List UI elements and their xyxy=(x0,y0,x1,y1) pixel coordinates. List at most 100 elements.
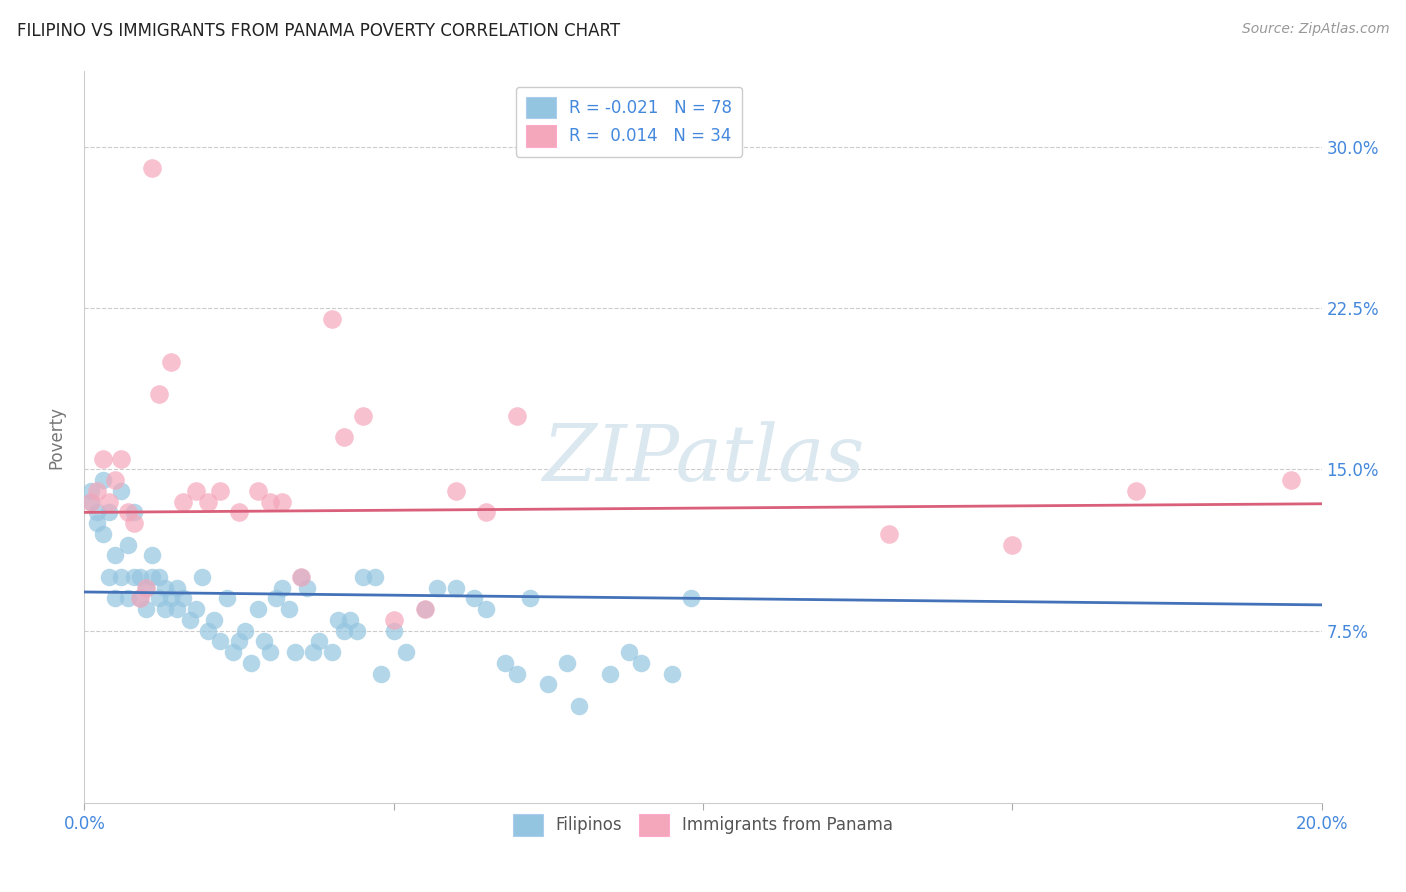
Point xyxy=(160,355,183,369)
Point xyxy=(160,591,183,606)
Point xyxy=(233,624,256,638)
Point xyxy=(91,473,114,487)
Point xyxy=(413,602,436,616)
Point xyxy=(240,656,263,670)
Y-axis label: Poverty: Poverty xyxy=(48,406,66,468)
Point xyxy=(86,516,108,530)
Point xyxy=(290,570,312,584)
Point xyxy=(98,494,121,508)
Point xyxy=(166,602,188,616)
Point xyxy=(339,613,361,627)
Point xyxy=(426,581,449,595)
Point xyxy=(197,624,219,638)
Point xyxy=(333,624,356,638)
Point xyxy=(148,387,170,401)
Point xyxy=(382,613,405,627)
Point xyxy=(475,505,498,519)
Point xyxy=(463,591,485,606)
Point xyxy=(117,505,139,519)
Point xyxy=(617,645,640,659)
Point xyxy=(117,591,139,606)
Point xyxy=(91,451,114,466)
Point xyxy=(148,570,170,584)
Point xyxy=(599,666,621,681)
Point xyxy=(679,591,702,606)
Point xyxy=(370,666,392,681)
Point xyxy=(413,602,436,616)
Point xyxy=(135,581,157,595)
Point xyxy=(122,516,145,530)
Point xyxy=(295,581,318,595)
Point xyxy=(148,591,170,606)
Point xyxy=(321,645,343,659)
Point xyxy=(1125,483,1147,498)
Point xyxy=(135,602,157,616)
Point xyxy=(290,570,312,584)
Point xyxy=(506,409,529,423)
Point xyxy=(86,483,108,498)
Point xyxy=(284,645,307,659)
Point xyxy=(122,505,145,519)
Point xyxy=(555,656,578,670)
Point xyxy=(166,581,188,595)
Point xyxy=(568,698,591,713)
Legend: Filipinos, Immigrants from Panama: Filipinos, Immigrants from Panama xyxy=(502,805,904,846)
Point xyxy=(246,483,269,498)
Point xyxy=(122,570,145,584)
Point xyxy=(271,494,294,508)
Point xyxy=(259,645,281,659)
Point xyxy=(1001,538,1024,552)
Point xyxy=(153,602,176,616)
Point xyxy=(333,430,356,444)
Point xyxy=(141,570,163,584)
Point xyxy=(326,613,349,627)
Point xyxy=(202,613,225,627)
Point xyxy=(86,505,108,519)
Point xyxy=(1279,473,1302,487)
Point xyxy=(302,645,325,659)
Point xyxy=(277,602,299,616)
Point xyxy=(141,549,163,563)
Point xyxy=(661,666,683,681)
Point xyxy=(537,677,560,691)
Point xyxy=(253,634,276,648)
Point xyxy=(519,591,541,606)
Point xyxy=(135,581,157,595)
Point xyxy=(630,656,652,670)
Point xyxy=(129,591,152,606)
Point xyxy=(382,624,405,638)
Point xyxy=(222,645,245,659)
Point xyxy=(506,666,529,681)
Point xyxy=(209,634,232,648)
Point xyxy=(110,570,132,584)
Point xyxy=(228,505,250,519)
Point xyxy=(104,549,127,563)
Point xyxy=(129,591,152,606)
Point xyxy=(494,656,516,670)
Point xyxy=(444,581,467,595)
Point xyxy=(444,483,467,498)
Point xyxy=(172,591,194,606)
Point xyxy=(346,624,368,638)
Point xyxy=(98,505,121,519)
Point xyxy=(395,645,418,659)
Point xyxy=(179,613,201,627)
Point xyxy=(110,483,132,498)
Point xyxy=(264,591,287,606)
Point xyxy=(117,538,139,552)
Point xyxy=(259,494,281,508)
Point xyxy=(110,451,132,466)
Point xyxy=(228,634,250,648)
Point xyxy=(79,483,101,498)
Point xyxy=(308,634,330,648)
Point xyxy=(91,527,114,541)
Point xyxy=(79,494,101,508)
Text: Source: ZipAtlas.com: Source: ZipAtlas.com xyxy=(1241,22,1389,37)
Point xyxy=(215,591,238,606)
Point xyxy=(104,473,127,487)
Point xyxy=(191,570,214,584)
Point xyxy=(141,161,163,176)
Point xyxy=(104,591,127,606)
Point xyxy=(271,581,294,595)
Point xyxy=(352,409,374,423)
